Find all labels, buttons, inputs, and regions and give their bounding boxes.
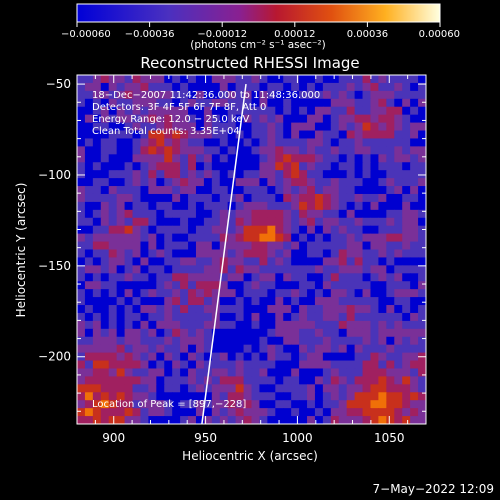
y-tick-labels: −50 −100 −150 −200 [38, 77, 71, 364]
footer-timestamp: 7−May−2022 12:09 [373, 482, 495, 496]
y-tick-label: −200 [38, 350, 71, 364]
chart-title: Reconstructed RHESSI Image [140, 54, 359, 72]
y-axis-label: Heliocentric Y (arcsec) [14, 183, 28, 318]
colorbar-tick-label: 0.00012 [274, 29, 315, 40]
colorbar-unit-label: (photons cm⁻² s⁻¹ asec⁻²) [190, 39, 325, 51]
x-axis-label: Heliocentric X (arcsec) [182, 449, 318, 463]
annotation-detectors: Detectors: 3F 4F 5F 6F 7F 8F, Att 0 [92, 102, 266, 113]
plot-frame [76, 74, 427, 425]
x-tick-label: 1000 [282, 431, 313, 445]
x-tick-labels: 900 950 1000 1050 [102, 431, 404, 445]
peak-location-label: Location of Peak = [897,−228] [92, 399, 246, 410]
colorbar-tick-label: 0.00036 [347, 29, 388, 40]
x-tick-label: 900 [102, 431, 125, 445]
annotation-time-range: 18−Dec−2007 11:42:36.000 to 11:48:36.000 [92, 90, 320, 101]
x-tick-label: 1050 [374, 431, 405, 445]
colorbar-tick-label: −0.00012 [197, 29, 247, 40]
colorbar-tick-labels: −0.00060 −0.00036 −0.00012 0.00012 0.00036 0.… [61, 29, 460, 40]
x-tick-label: 950 [194, 431, 217, 445]
heatmap-image [77, 75, 426, 424]
annotation-energy-range: Energy Range: 12.0 − 25.0 keV [92, 114, 249, 125]
colorbar-tick-label: −0.00036 [125, 29, 175, 40]
solar-limb-line [201, 83, 247, 424]
y-tick-label: −50 [46, 77, 71, 91]
colorbar-tick-label: −0.00060 [61, 29, 111, 40]
colorbar-ticks [76, 22, 441, 27]
y-tick-label: −100 [38, 168, 71, 182]
annotation-clean-counts: Clean Total counts: 3.35E+04 [92, 126, 240, 137]
axis-ticks [76, 75, 427, 424]
colorbar [76, 3, 441, 23]
colorbar-tick-label: 0.00060 [419, 29, 460, 40]
y-tick-label: −150 [38, 259, 71, 273]
